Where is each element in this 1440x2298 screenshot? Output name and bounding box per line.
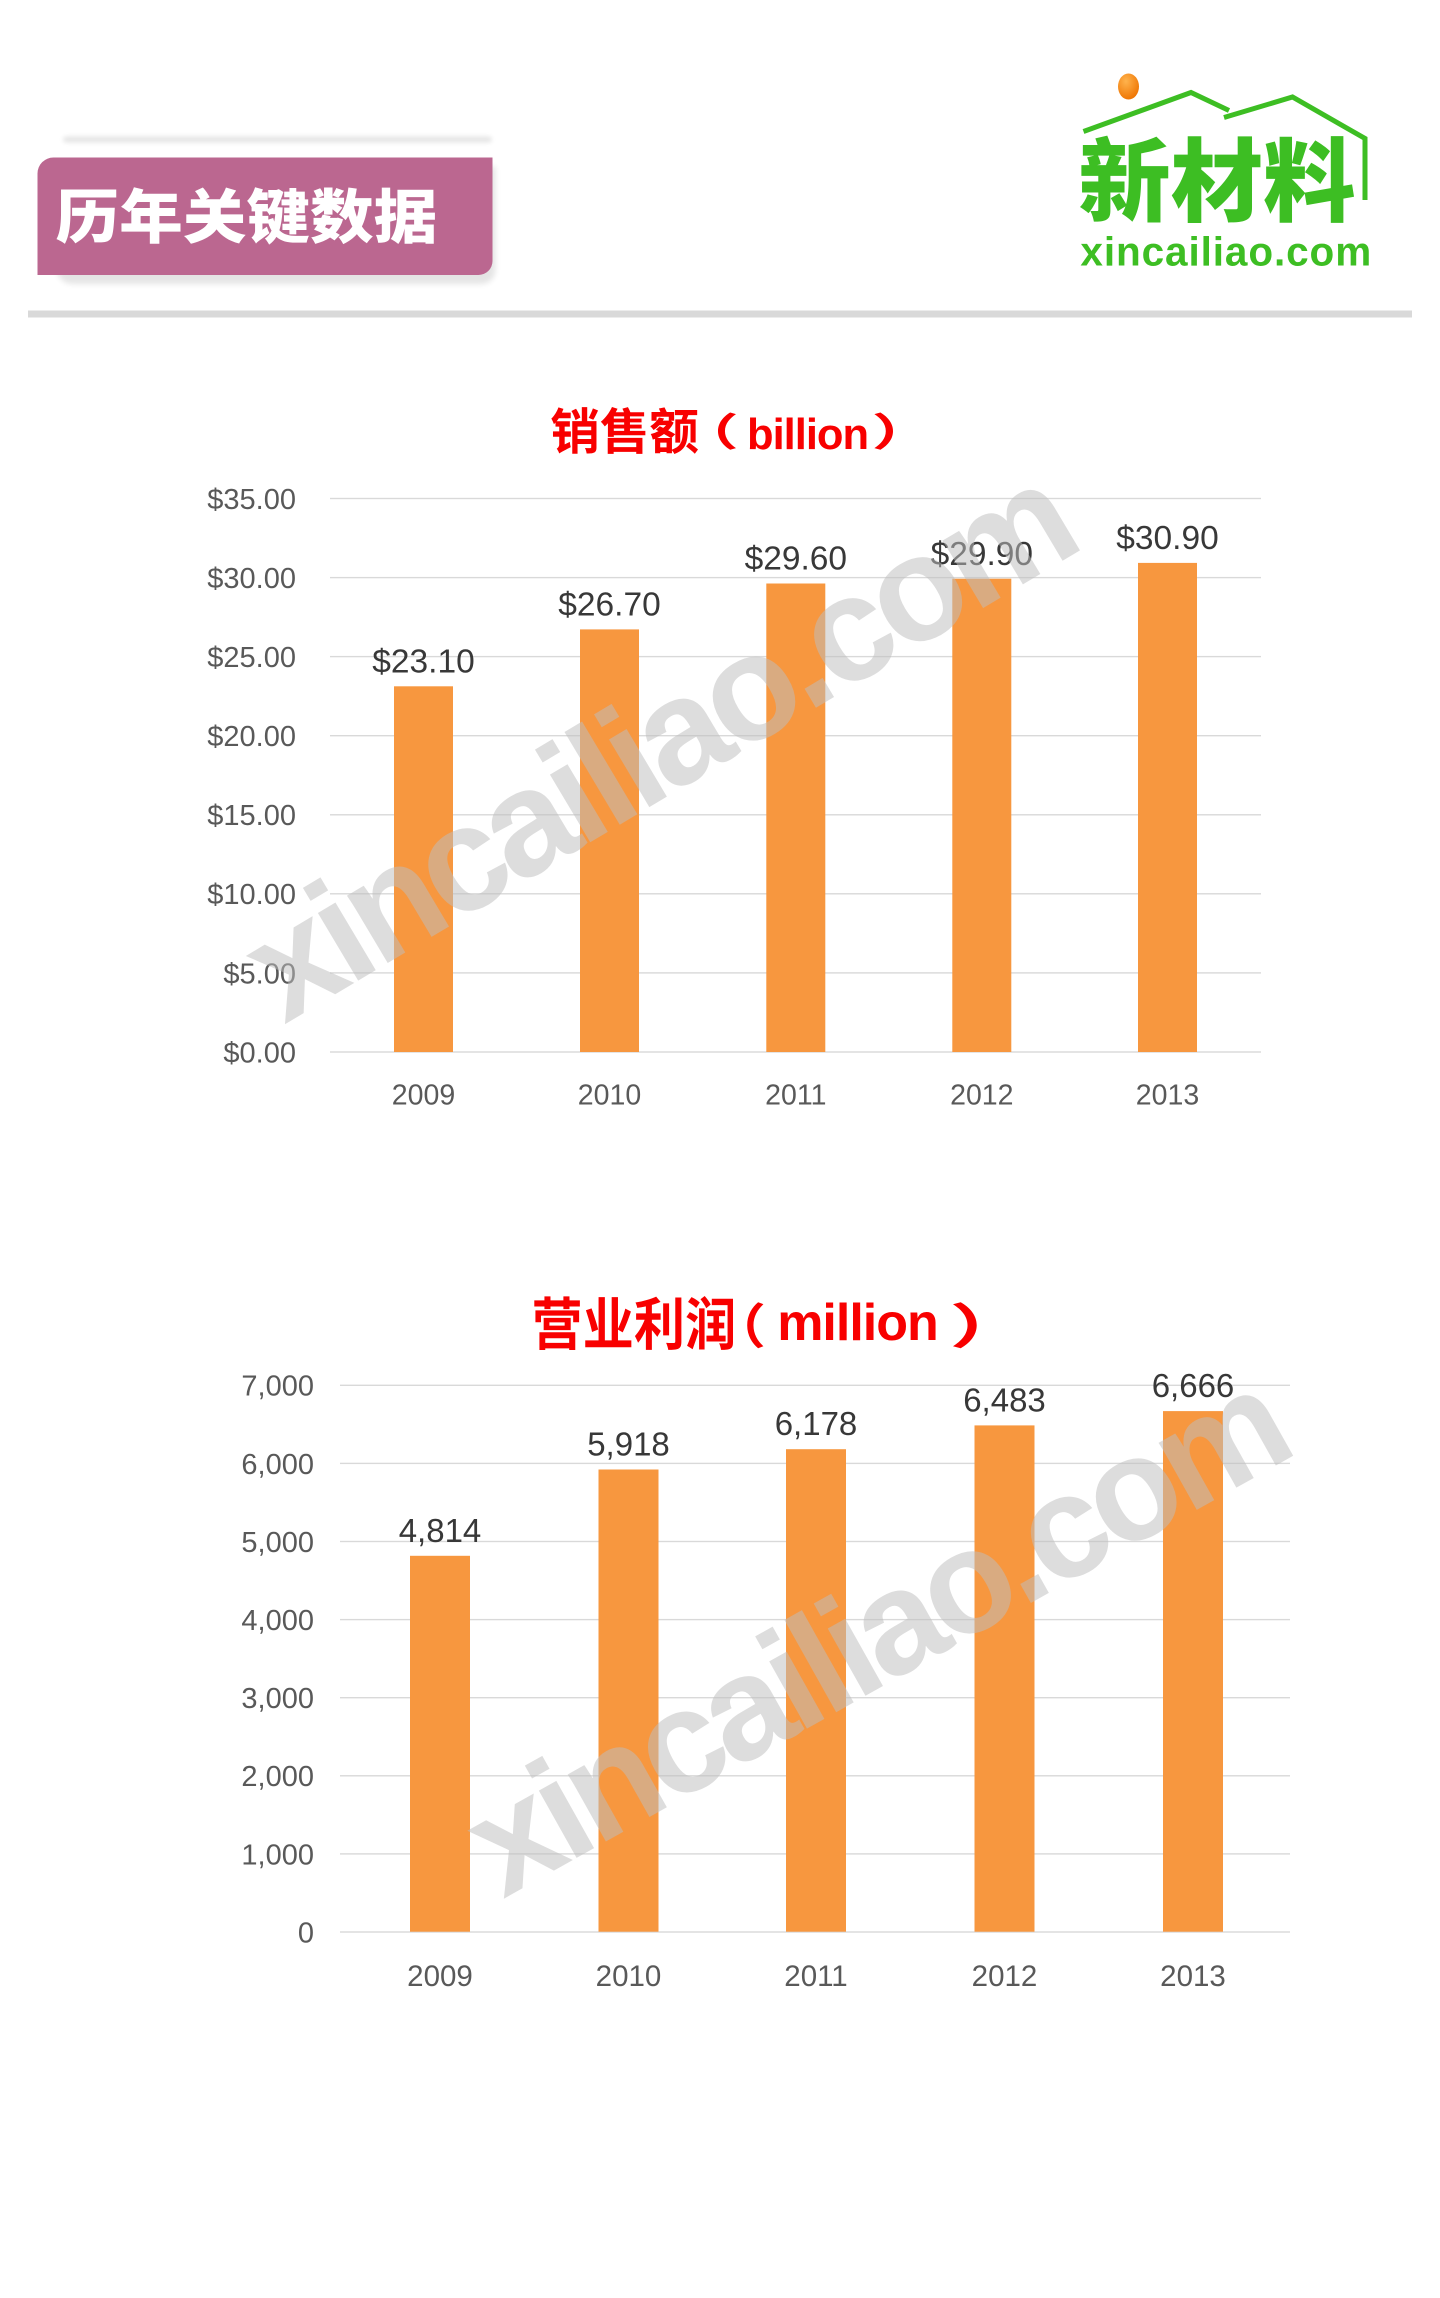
svg-text:6,178: 6,178 (775, 1405, 858, 1442)
svg-text:2013: 2013 (1136, 1080, 1199, 1112)
svg-text:$29.60: $29.60 (745, 541, 847, 578)
svg-text:2009: 2009 (392, 1080, 455, 1112)
svg-text:$5.00: $5.00 (223, 958, 296, 990)
svg-text:6,666: 6,666 (1152, 1367, 1235, 1404)
svg-text:$20.00: $20.00 (207, 721, 296, 753)
svg-text:billion: billion (747, 411, 868, 459)
svg-text:$26.70: $26.70 (558, 587, 660, 624)
svg-text:2012: 2012 (972, 1960, 1038, 1993)
svg-text:2013: 2013 (1160, 1960, 1226, 1993)
svg-text:$29.90: $29.90 (931, 536, 1033, 573)
svg-text:4,814: 4,814 (399, 1512, 482, 1549)
svg-text:million: million (777, 1294, 938, 1352)
svg-text:0: 0 (298, 1917, 314, 1949)
svg-text:$25.00: $25.00 (207, 642, 296, 674)
svg-text:5,918: 5,918 (587, 1426, 670, 1463)
svg-text:3,000: 3,000 (241, 1683, 314, 1715)
svg-text:$30.00: $30.00 (207, 563, 296, 595)
svg-text:xincailiao.com: xincailiao.com (1080, 229, 1372, 275)
svg-text:1,000: 1,000 (241, 1839, 314, 1871)
svg-text:2,000: 2,000 (241, 1761, 314, 1793)
svg-text:2010: 2010 (596, 1960, 662, 1993)
svg-text:7,000: 7,000 (241, 1371, 314, 1403)
svg-text:6,483: 6,483 (963, 1381, 1046, 1418)
svg-text:$10.00: $10.00 (207, 879, 296, 911)
svg-text:2009: 2009 (407, 1960, 473, 1993)
svg-text:$30.90: $30.90 (1116, 520, 1218, 557)
svg-text:$0.00: $0.00 (223, 1037, 296, 1069)
svg-text:5,000: 5,000 (241, 1527, 314, 1559)
svg-text:2012: 2012 (950, 1080, 1013, 1112)
svg-text:4,000: 4,000 (241, 1605, 314, 1637)
svg-text:$15.00: $15.00 (207, 800, 296, 832)
svg-text:2011: 2011 (765, 1080, 826, 1112)
svg-text:2011: 2011 (784, 1960, 847, 1993)
svg-text:2010: 2010 (578, 1080, 641, 1112)
svg-text:$23.10: $23.10 (372, 644, 474, 681)
svg-text:$35.00: $35.00 (207, 484, 296, 516)
svg-text:6,000: 6,000 (241, 1449, 314, 1481)
